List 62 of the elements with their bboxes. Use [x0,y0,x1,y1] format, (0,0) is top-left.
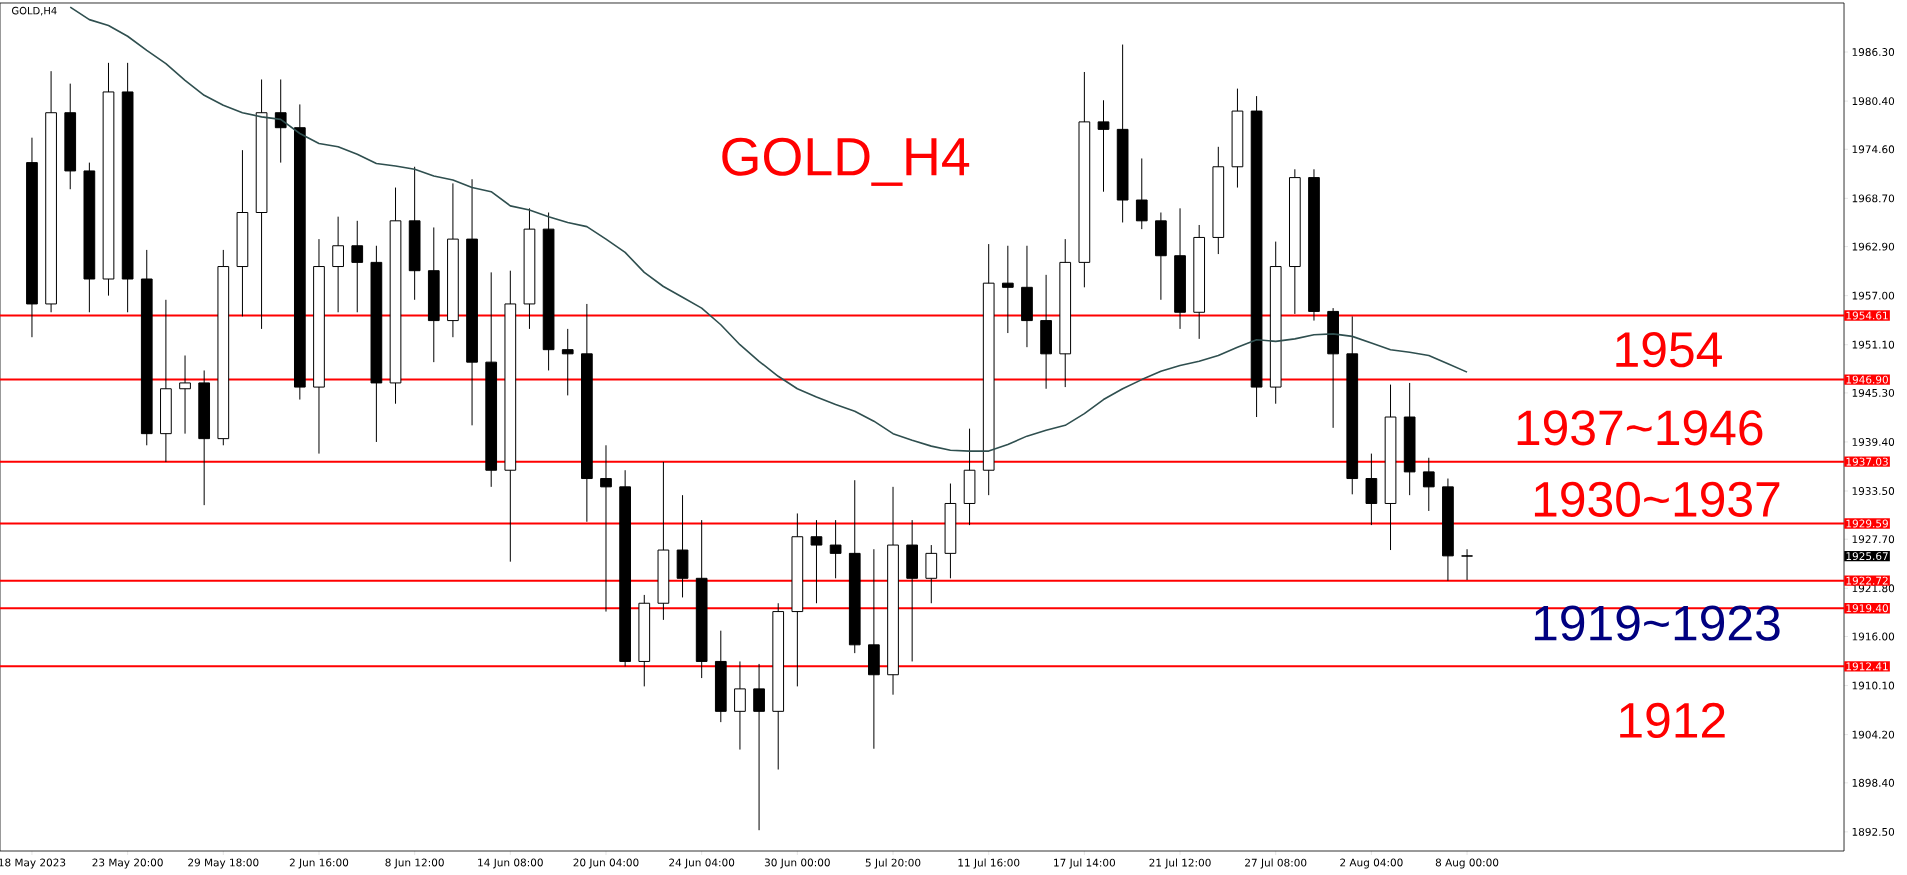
candlestick [810,519,823,604]
ref-line-label: 1929.59 [1846,519,1888,528]
x-tick-label: 20 Jun 04:00 [573,858,639,869]
ref-line-label: 1919.40 [1846,604,1888,613]
x-tick-label: 29 May 18:00 [188,858,259,869]
y-tick-label: 1962.90 [1852,242,1895,251]
y-tick-label: 1951.10 [1852,340,1895,349]
y-tick-label: 1916.00 [1852,632,1895,641]
text: 1930~1937 [1534,481,1780,517]
ref-line-label: 1946.90 [1846,375,1888,384]
y-tick-label: 1980.40 [1852,97,1895,106]
x-tick-label: 2 Aug 04:00 [1340,858,1403,869]
x-tick-label: 5 Jul 20:00 [865,858,921,869]
text: 1919~1923 [1534,605,1780,641]
x-tick-label: 23 May 20:00 [92,858,163,869]
y-tick-label: 1986.30 [1852,48,1895,56]
y-tick-label: 1927.70 [1852,535,1895,544]
x-tick-label: 21 Jul 12:00 [1149,858,1211,869]
y-tick-label: 1974.60 [1852,145,1895,154]
text: 1925.67 [1846,552,1888,561]
candlestick [179,355,191,435]
x-tick-label: 17 Jul 14:00 [1054,858,1116,869]
x-tick-label: 24 Jun 04:00 [669,858,735,869]
x-tick-label: 11 Jul 16:00 [958,858,1020,869]
y-tick-label: 1910.10 [1852,681,1895,690]
text: 1937~1946 [1517,410,1763,446]
candlestick [1097,99,1110,193]
candlestick [1422,457,1435,512]
x-tick-label: 2 Jun 16:00 [289,858,349,869]
chart-subtitle: GOLD,H4 [11,6,57,16]
text: GOLD_H4 [722,137,970,186]
ref-line-label: 1954.61 [1846,311,1888,320]
x-tick-label: 8 Jun 12:00 [385,858,444,869]
y-tick-label: 1933.50 [1852,487,1895,495]
candlestick [753,663,765,831]
candlestick [734,660,746,751]
ref-line-label: 1937.03 [1846,457,1888,466]
candlestick [351,220,364,313]
ref-line-label: 1912.41 [1846,662,1888,671]
candlestick [1461,548,1473,581]
x-tick-label: 14 Jun 08:00 [478,858,543,869]
y-tick-label: 1904.20 [1852,730,1895,739]
y-tick-label: 1892.50 [1852,827,1895,836]
candlestick [561,328,574,396]
candlestick [332,216,344,313]
text: 1954 [1616,332,1722,368]
line-series [69,6,1468,452]
y-tick-label: 1957.00 [1852,291,1895,300]
candlestick [829,519,842,579]
candlestick [600,444,612,613]
text: 1912 [1620,702,1725,739]
candlestick [1001,245,1014,334]
x-tick-label: 8 Aug 00:00 [1435,858,1499,869]
y-tick-label: 1939.40 [1852,438,1895,446]
y-tick-label: 1898.40 [1852,778,1895,787]
x-tick-label: 27 Jul 08:00 [1245,858,1307,869]
candlestick [274,78,287,164]
ref-line-label: 1922.72 [1846,576,1888,585]
y-tick-label: 1968.70 [1852,194,1895,203]
x-tick-label: 30 Jun 00:00 [764,858,830,869]
y-tick-label: 1945.30 [1852,388,1895,397]
candlestick [1135,157,1148,230]
